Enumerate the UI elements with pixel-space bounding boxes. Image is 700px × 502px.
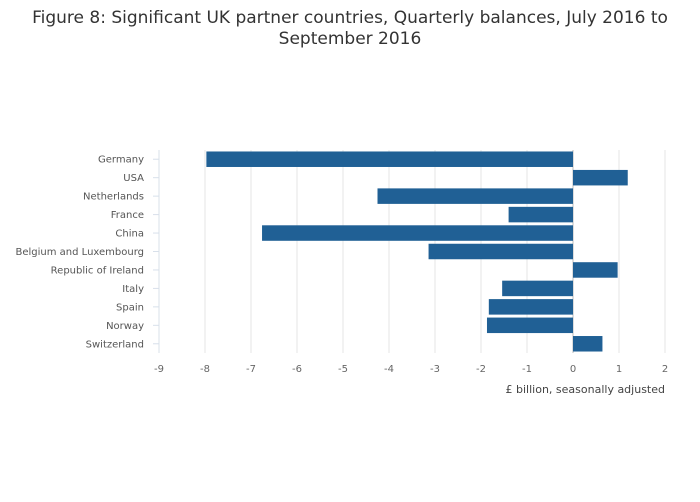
chart-title: Figure 8: Significant UK partner countri… — [20, 8, 680, 50]
category-label: France — [111, 210, 144, 221]
x-tick-label: -8 — [200, 364, 210, 375]
category-label: Netherlands — [83, 192, 144, 203]
bar-netherlands — [377, 188, 573, 204]
chart-title-line-1: Figure 8: Significant UK partner countri… — [32, 8, 668, 28]
bar-switzerland — [573, 336, 603, 352]
bar-italy — [502, 280, 573, 297]
chart-title-line-2: September 2016 — [278, 29, 422, 49]
x-tick-label: -4 — [384, 364, 394, 375]
x-tick-label: 2 — [662, 364, 668, 375]
bar-spain — [488, 299, 573, 315]
x-axis-ticks: -9 -8 -7 -6 -5 -4 -3 -2 -1 0 1 2 — [154, 364, 668, 375]
bar-france — [508, 206, 573, 223]
category-label: China — [115, 229, 144, 240]
bars — [206, 151, 628, 352]
x-tick-label: -2 — [476, 364, 486, 375]
x-tick-label: -3 — [430, 364, 440, 375]
x-tick-label: -5 — [338, 364, 348, 375]
bar-republic-of-ireland — [573, 262, 618, 278]
x-tick-label: -1 — [522, 364, 532, 375]
category-label: Switzerland — [86, 339, 144, 350]
x-tick-label: -7 — [246, 364, 256, 375]
category-label: Italy — [122, 284, 144, 295]
x-tick-label: -9 — [154, 364, 164, 375]
category-labels: Germany USA Netherlands France China Belgium … — [16, 155, 145, 351]
bar-belgium-and-luxembourg — [428, 243, 573, 260]
category-label: Belgium and Luxembourg — [16, 247, 145, 258]
bar-germany — [206, 151, 573, 167]
y-axis — [153, 150, 160, 353]
category-label: Republic of Ireland — [51, 265, 144, 276]
bar-norway — [486, 317, 573, 334]
x-tick-label: 1 — [616, 364, 622, 375]
x-tick-label: 0 — [570, 364, 576, 375]
category-label: Norway — [106, 321, 144, 332]
category-label: USA — [123, 173, 144, 184]
category-label: Spain — [116, 302, 144, 313]
x-tick-label: -6 — [292, 364, 302, 375]
x-axis-title: £ billion, seasonally adjusted — [506, 383, 665, 396]
bar-china — [262, 225, 573, 241]
bar-usa — [573, 169, 628, 186]
category-label: Germany — [98, 155, 144, 166]
